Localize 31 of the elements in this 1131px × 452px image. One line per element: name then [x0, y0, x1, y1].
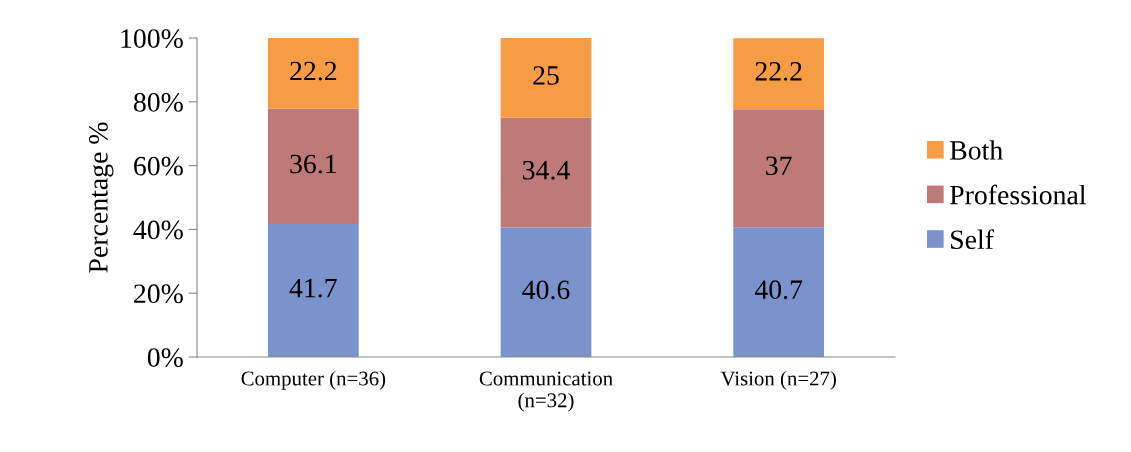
data-label: 25	[533, 66, 559, 85]
data-label: 41.7	[289, 278, 337, 298]
bar	[733, 38, 825, 110]
data-label: 22.2	[290, 61, 337, 81]
bar	[500, 38, 592, 118]
legend-label: Self	[951, 229, 994, 250]
bar	[500, 227, 592, 357]
bar	[267, 223, 359, 357]
y-tick-label: 60%	[134, 156, 183, 176]
x-tick-label: Vision (n=27)	[720, 370, 836, 390]
y-tick-label: 80%	[133, 92, 183, 112]
x-tick-label: Computer (n=36)	[241, 370, 386, 390]
data-label: 37	[766, 156, 792, 176]
data-label: 34.4	[523, 160, 570, 180]
bar	[733, 227, 825, 357]
y-tick-label: 40%	[133, 220, 183, 240]
legend-label: Both	[950, 140, 1003, 160]
data-label: 40.6	[522, 280, 570, 300]
y-axis-title: Percentage %	[88, 122, 114, 273]
bar	[267, 38, 359, 109]
data-label: 36.1	[290, 154, 336, 174]
y-tick-label: 0%	[147, 348, 183, 367]
y-tick-label: 20%	[134, 284, 183, 304]
x-tick-label: Communication (n=32)	[479, 371, 613, 412]
data-label: 22.2	[755, 62, 802, 81]
bar	[733, 109, 825, 228]
bar	[267, 108, 359, 224]
bar	[500, 117, 592, 228]
y-tick-label: 100%	[121, 29, 183, 48]
data-label: 40.7	[754, 280, 803, 300]
legend-label: Professional	[950, 184, 1086, 205]
